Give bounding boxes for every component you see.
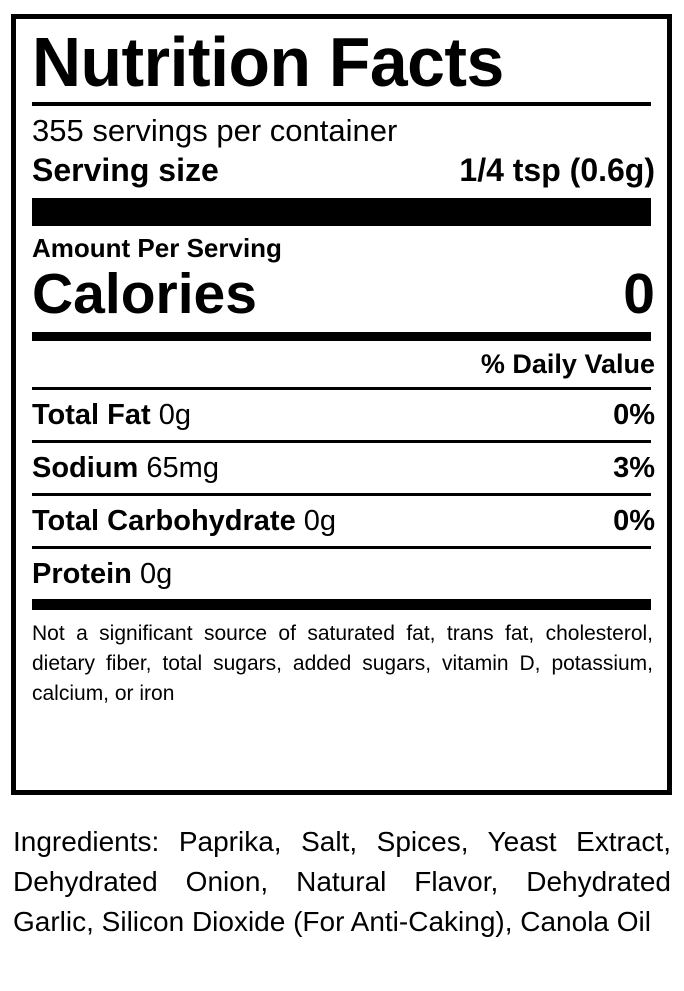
- calories-label: Calories: [32, 262, 257, 326]
- nutrient-text: Sodium 65mg: [32, 450, 219, 486]
- footnote-separator-bar: [32, 599, 651, 610]
- ingredients-text: Ingredients: Paprika, Salt, Spices, Yeas…: [13, 826, 671, 937]
- page-title: Nutrition Facts: [32, 23, 504, 101]
- nutrient-amount: 0g: [139, 558, 173, 590]
- row-divider-1: [32, 440, 651, 443]
- nutrient-amount: 65mg: [146, 452, 219, 484]
- nutrient-name: Total Carbohydrate: [32, 505, 296, 537]
- table-row: Sodium 65mg 3%: [32, 443, 655, 493]
- serving-size-value: 1/4 tsp (0.6g): [459, 152, 655, 188]
- title-divider: [32, 102, 651, 106]
- table-row: Total Fat 0g 0%: [32, 390, 655, 440]
- daily-value-header-block: % Daily Value: [16, 341, 667, 387]
- nutrition-facts-panel: Nutrition Facts 355 servings per contain…: [11, 14, 672, 795]
- nutrient-name: Total Fat: [32, 399, 151, 431]
- calories-row: Calories 0: [32, 262, 655, 326]
- calories-separator-bar: [32, 332, 651, 341]
- servings-per-container: 355 servings per container: [32, 113, 398, 148]
- footnote-text: Not a significant source of saturated fa…: [32, 622, 653, 705]
- row-divider-2: [32, 493, 651, 496]
- amount-per-serving-label: Amount Per Serving: [32, 233, 282, 263]
- nutrient-name: Protein: [32, 558, 132, 590]
- nutrient-row-total-carbohydrate-wrap: Total Carbohydrate 0g 0%: [16, 496, 667, 546]
- serving-size-label: Serving size: [32, 152, 219, 188]
- nutrient-amount: 0g: [303, 505, 337, 537]
- calories-block: Amount Per Serving Calories 0: [16, 232, 667, 326]
- nutrient-name: Sodium: [32, 452, 139, 484]
- daily-value-header: % Daily Value: [480, 349, 655, 379]
- servings-block: 355 servings per container Serving size …: [16, 112, 667, 190]
- title-block: Nutrition Facts: [16, 25, 667, 99]
- row-divider-3: [32, 546, 651, 549]
- nutrient-row-protein-wrap: Protein 0g: [16, 549, 667, 599]
- nutrient-text: Total Carbohydrate 0g: [32, 503, 336, 539]
- calories-value: 0: [623, 262, 655, 326]
- nutrient-text: Total Fat 0g: [32, 397, 191, 433]
- nutrient-amount: 0g: [158, 399, 192, 431]
- nutrient-daily-value: 3%: [613, 452, 655, 484]
- nutrient-daily-value: 0%: [613, 399, 655, 431]
- nutrient-text: Protein 0g: [32, 556, 172, 592]
- serving-size-row: Serving size 1/4 tsp (0.6g): [32, 150, 655, 190]
- nutrient-daily-value: 0%: [613, 505, 655, 537]
- table-row: Protein 0g: [32, 549, 655, 599]
- thick-separator-bar: [32, 198, 651, 226]
- nutrient-row-sodium-wrap: Sodium 65mg 3%: [16, 443, 667, 493]
- row-divider-0: [32, 387, 651, 390]
- table-row: Total Carbohydrate 0g 0%: [32, 496, 655, 546]
- nutrient-row-total-fat-wrap: Total Fat 0g 0%: [16, 390, 667, 440]
